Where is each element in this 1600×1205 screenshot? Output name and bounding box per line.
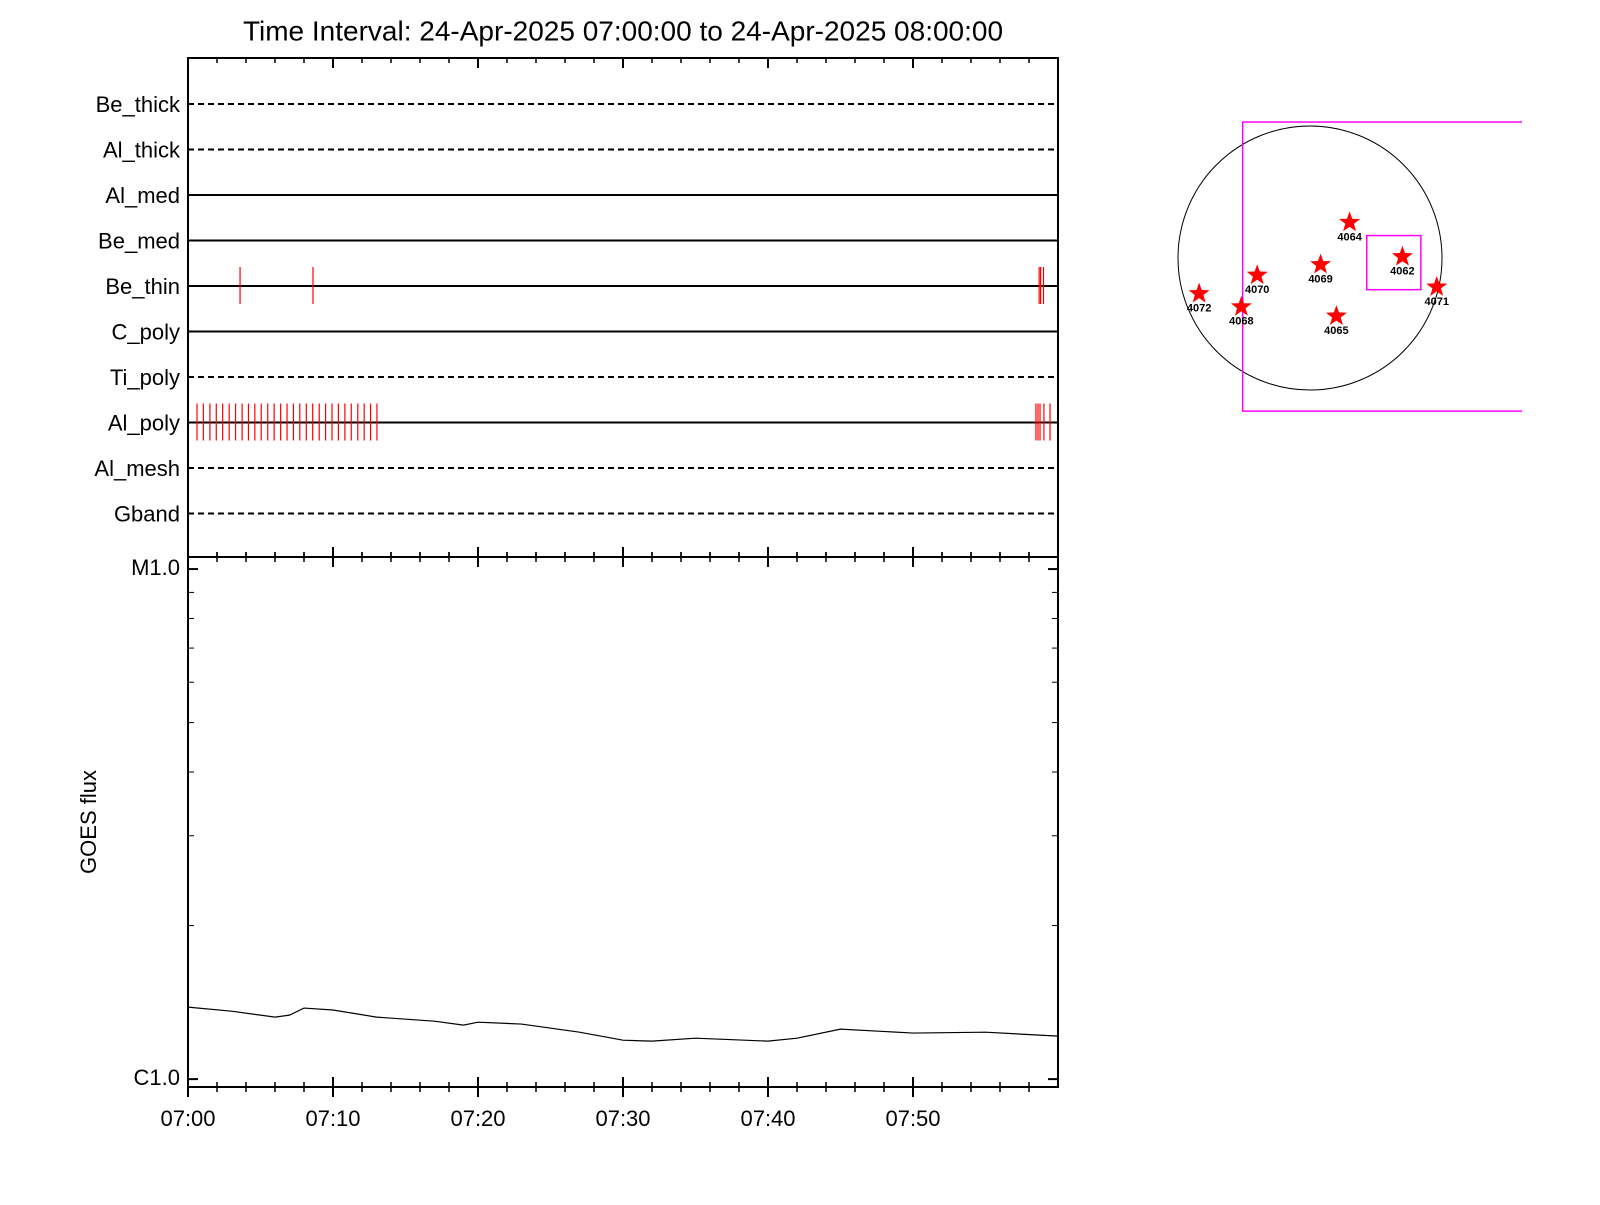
channel-label: Be_thick xyxy=(96,92,181,117)
channel-label: Be_thin xyxy=(105,274,180,299)
region-marker xyxy=(1325,305,1347,325)
y-tick-label: M1.0 xyxy=(131,555,180,580)
channel-label: Be_med xyxy=(98,228,180,253)
region-label: 4070 xyxy=(1245,284,1269,296)
region-label: 4064 xyxy=(1337,231,1362,243)
region-label: 4068 xyxy=(1229,316,1253,328)
field-of-view xyxy=(1366,234,1422,291)
x-tick-label: 07:00 xyxy=(160,1106,215,1131)
channel-label: Gband xyxy=(114,501,180,526)
channel-label: Al_med xyxy=(105,183,180,208)
channel-label: Ti_poly xyxy=(110,365,180,390)
x-tick-label: 07:30 xyxy=(595,1106,650,1131)
channel-label: Al_mesh xyxy=(94,456,180,481)
field-of-view xyxy=(1241,121,1522,412)
region-marker xyxy=(1339,211,1361,232)
chart-title: Time Interval: 24-Apr-2025 07:00:00 to 2… xyxy=(243,15,1003,46)
region-label: 4062 xyxy=(1390,266,1414,278)
region-marker xyxy=(1426,276,1448,296)
y-axis-label: GOES flux xyxy=(76,770,101,874)
x-tick-label: 07:40 xyxy=(740,1106,795,1131)
channel-label: Al_poly xyxy=(108,410,180,435)
region-marker xyxy=(1246,264,1268,285)
solar-disk xyxy=(1177,125,1443,391)
map-clip xyxy=(1241,121,1522,412)
channel-label: C_poly xyxy=(112,319,180,344)
region-marker xyxy=(1188,282,1210,303)
region-label: 4072 xyxy=(1187,303,1211,315)
x-tick-label: 07:50 xyxy=(885,1106,940,1131)
region-marker xyxy=(1230,295,1252,316)
region-label: 4071 xyxy=(1424,296,1448,308)
y-tick-label: C1.0 xyxy=(134,1065,180,1090)
region-marker xyxy=(1391,245,1413,266)
region-label: 4065 xyxy=(1324,325,1348,337)
region-marker xyxy=(1310,253,1331,274)
x-tick-label: 07:20 xyxy=(450,1106,505,1131)
channel-label: Al_thick xyxy=(103,137,181,162)
flux-line xyxy=(187,1006,1059,1042)
x-tick-label: 07:10 xyxy=(305,1106,360,1131)
region-label: 4069 xyxy=(1308,274,1332,286)
